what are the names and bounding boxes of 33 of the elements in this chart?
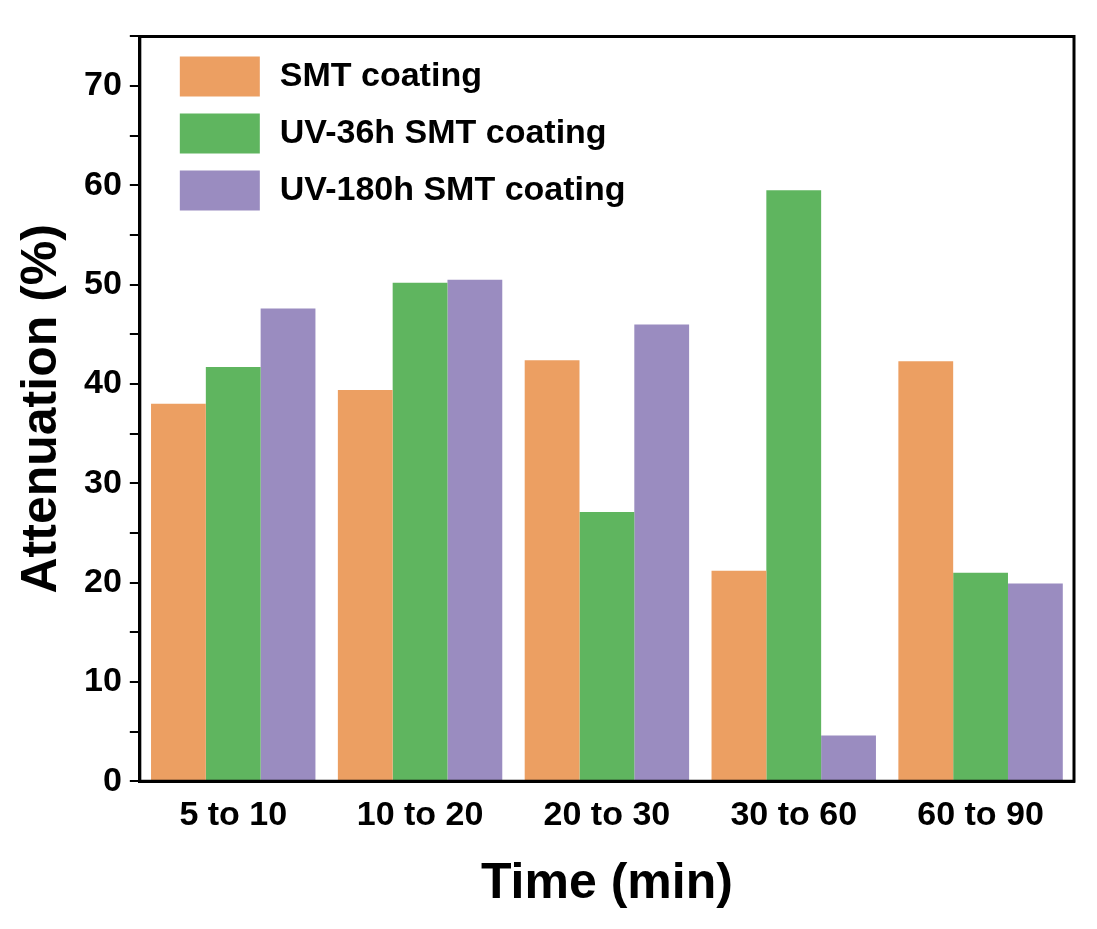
x-tick-label: 20 to 30 [543, 793, 671, 832]
bar [898, 361, 954, 781]
legend-label: UV-180h SMT coating [279, 168, 626, 207]
x-axis-title: Time (min) [480, 852, 733, 909]
y-tick-label: 60 [83, 163, 122, 202]
x-tick-label: 5 to 10 [179, 793, 288, 832]
bar [821, 735, 876, 781]
y-tick-label: 20 [83, 560, 122, 599]
legend-label: SMT coating [279, 54, 482, 93]
bar [1007, 583, 1063, 781]
bar [766, 190, 822, 781]
x-tick-label: 10 to 20 [356, 793, 484, 832]
legend-label: UV-36h SMT coating [279, 111, 607, 150]
bar [953, 572, 1008, 781]
x-tick-label: 60 to 90 [917, 793, 1044, 832]
bar [205, 367, 261, 781]
bar [711, 570, 767, 781]
y-tick-label: 30 [83, 461, 122, 500]
bar [447, 279, 503, 781]
y-tick-label: 50 [83, 263, 122, 302]
bar [392, 282, 448, 781]
bar [260, 308, 316, 781]
y-tick-label: 40 [83, 362, 122, 401]
bar [524, 360, 580, 781]
y-tick-label: 10 [83, 660, 122, 699]
bar [151, 403, 206, 781]
y-tick-label: 70 [83, 64, 122, 103]
x-tick-label: 30 to 60 [730, 793, 858, 832]
bar [579, 512, 635, 781]
y-tick-label: 0 [102, 759, 122, 798]
y-axis-title: Attenuation (%) [10, 224, 67, 594]
bar [634, 324, 690, 781]
bar [337, 389, 393, 781]
